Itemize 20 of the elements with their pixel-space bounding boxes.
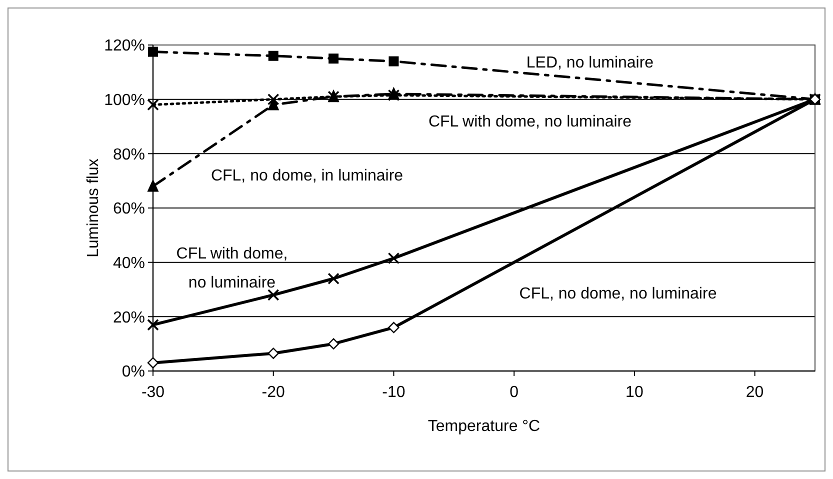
- series-label: CFL, no dome, no luminaire: [519, 286, 717, 303]
- series-label: LED, no luminaire: [526, 54, 654, 72]
- x-tick-label: -30: [141, 384, 165, 401]
- x-axis-title: Temperature °C: [428, 418, 540, 435]
- x-tick-label: 20: [746, 384, 764, 401]
- y-tick-label: 80%: [112, 146, 145, 164]
- series-label: CFL with dome, no luminaire: [176, 246, 288, 292]
- x-tick-label: 0: [510, 384, 519, 401]
- x-tick-label: -20: [262, 384, 286, 401]
- y-tick-label: 120%: [104, 38, 145, 55]
- y-axis-title: Luminous flux: [85, 158, 102, 258]
- y-tick-label: 100%: [104, 92, 145, 109]
- y-tick-label: 20%: [112, 309, 145, 326]
- x-tick-label: 10: [626, 384, 644, 401]
- y-tick-label: 0%: [122, 364, 145, 381]
- series-label: CFL, no dome, in luminaire: [210, 168, 404, 185]
- x-tick-label: -10: [382, 384, 406, 401]
- series-label: CFL with dome, no luminaire: [428, 114, 632, 131]
- y-tick-label: 40%: [112, 254, 145, 272]
- y-tick-label: 60%: [112, 200, 145, 218]
